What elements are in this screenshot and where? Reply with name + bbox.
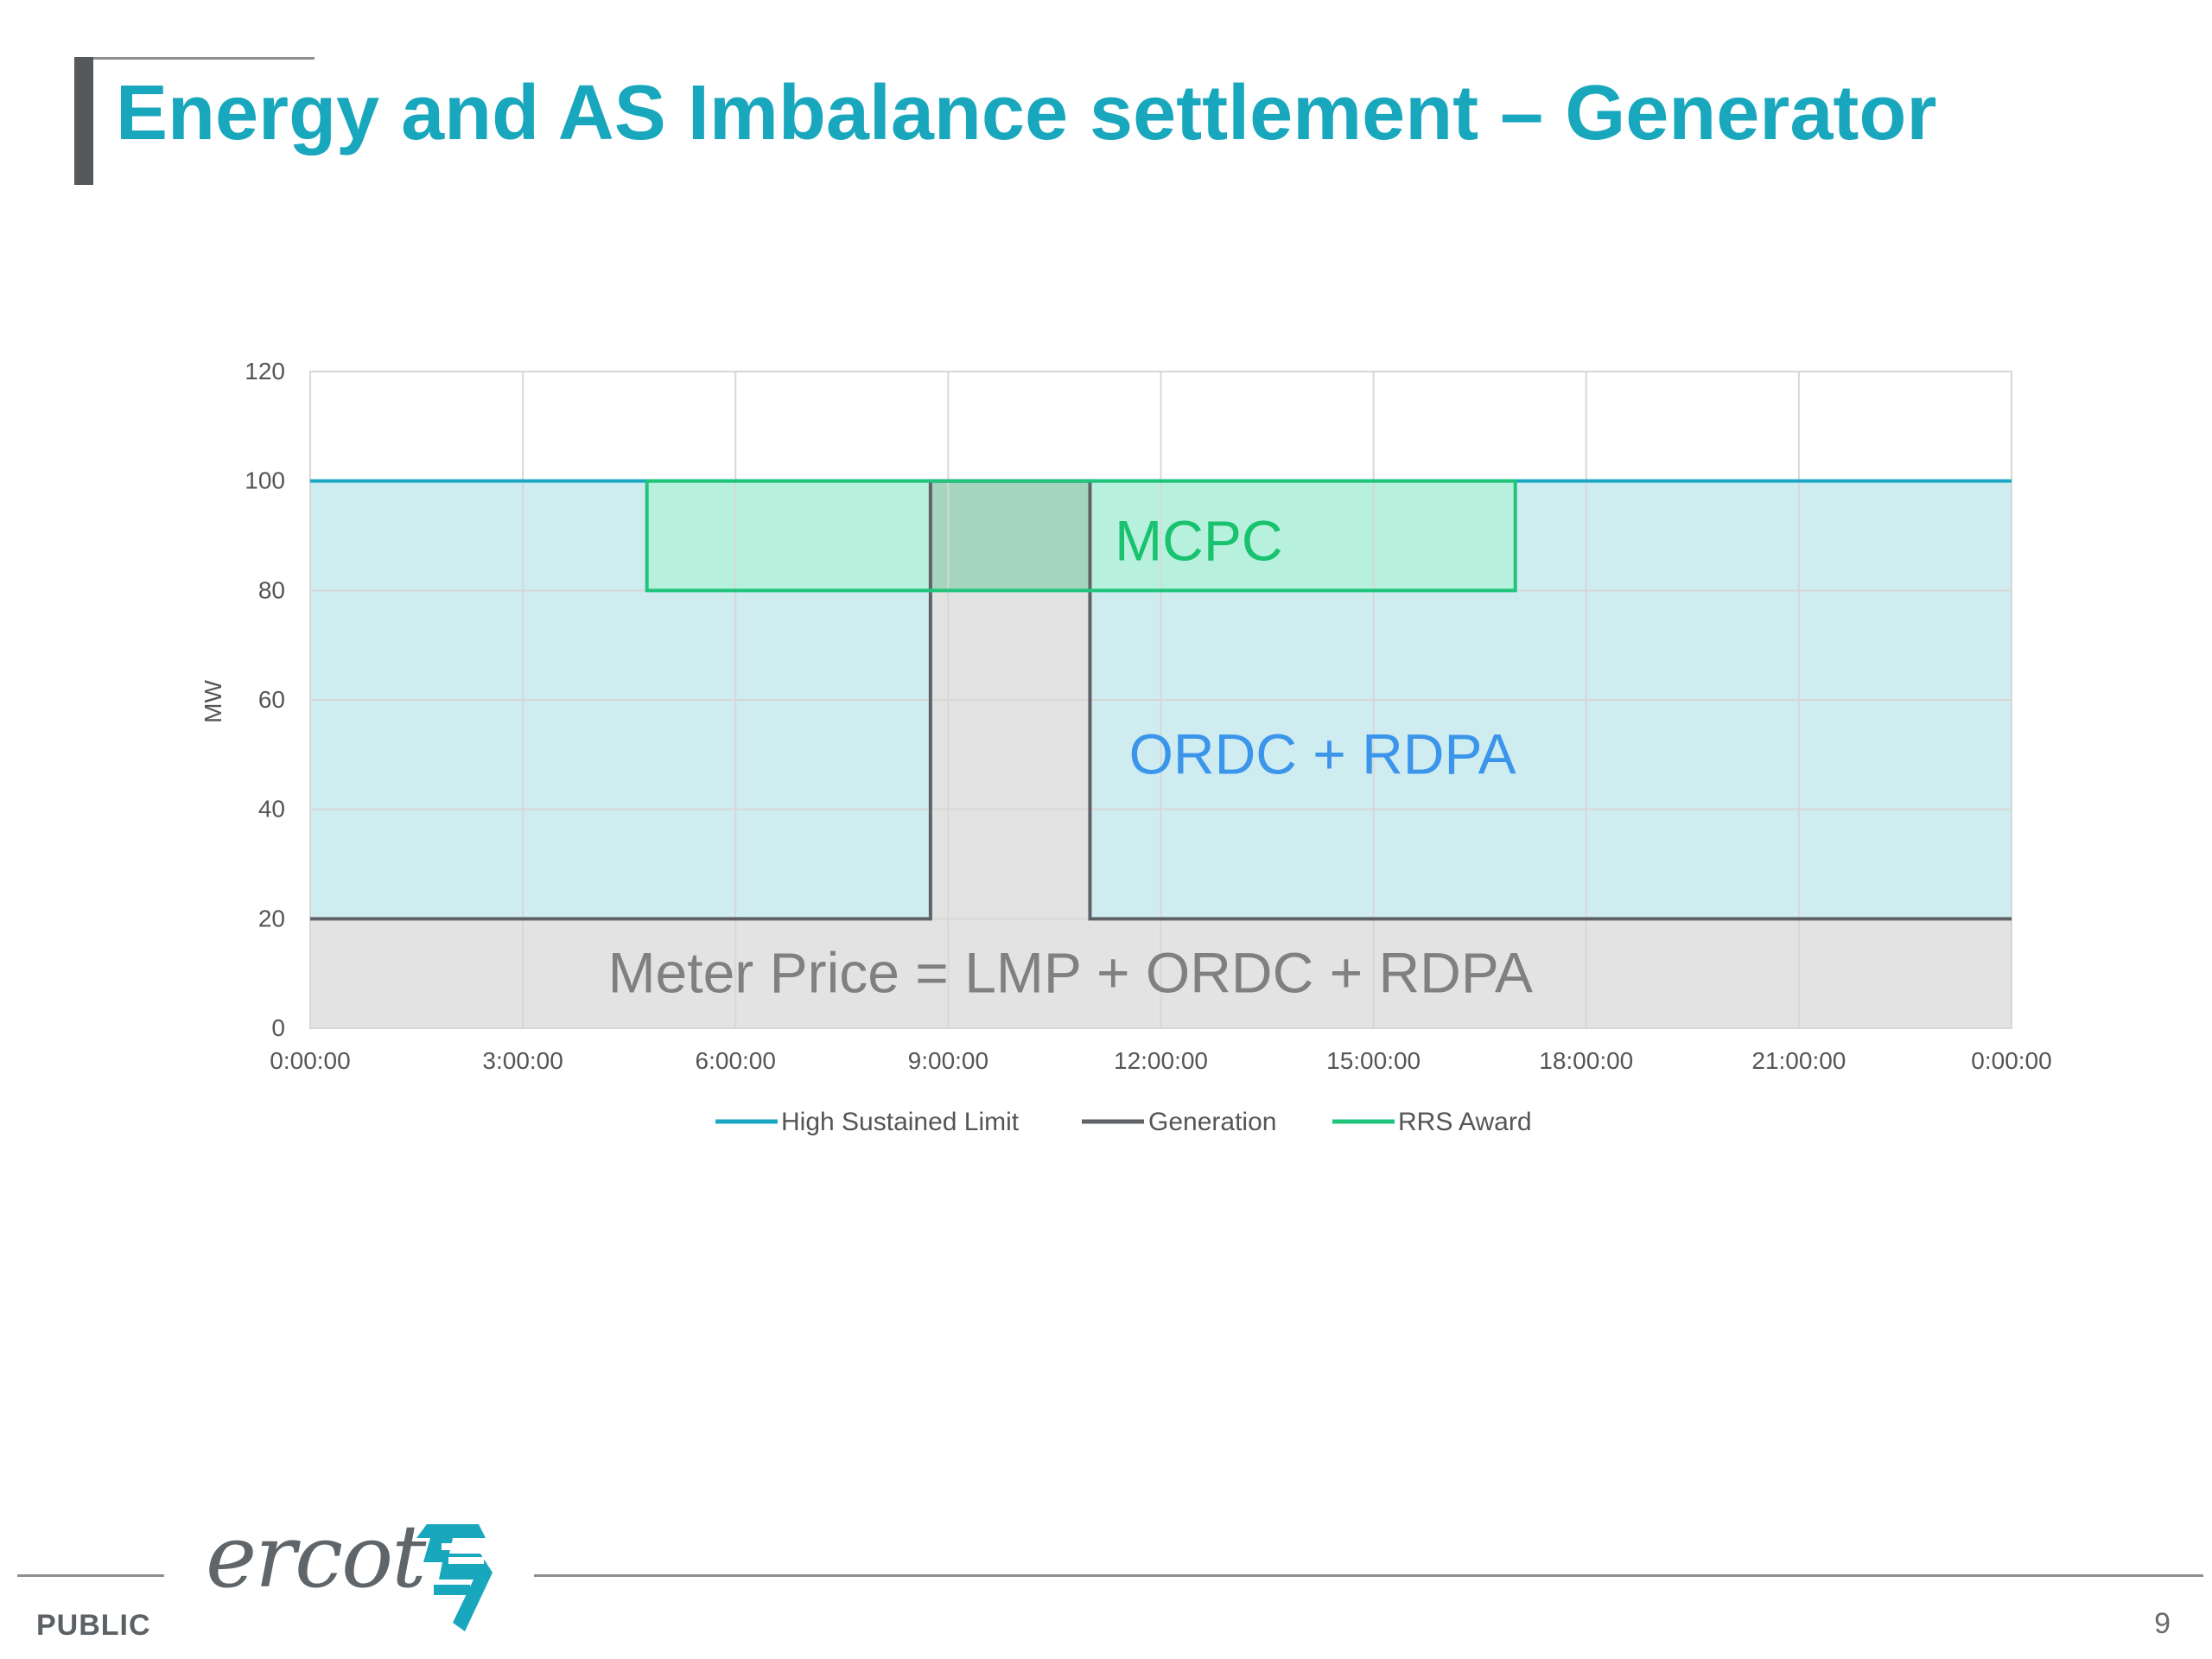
title-accent-top-line <box>74 57 315 60</box>
y-axis-tick-label: 40 <box>258 796 285 823</box>
x-axis-tick-label: 12:00:00 <box>1114 1047 1208 1074</box>
y-axis-tick-label: 60 <box>258 686 285 713</box>
y-axis-tick-label: 100 <box>245 467 285 494</box>
x-axis-tick-label: 9:00:00 <box>908 1047 988 1074</box>
rrs-award-line <box>645 479 1517 593</box>
y-axis-tick-label: 0 <box>271 1014 285 1041</box>
meter-price-label: Meter Price = LMP + ORDC + RDPA <box>608 941 1533 1005</box>
x-axis-tick-label: 18:00:00 <box>1539 1047 1633 1074</box>
x-axis-tick-label: 21:00:00 <box>1751 1047 1846 1074</box>
x-axis-tick-label: 6:00:00 <box>696 1047 776 1074</box>
series-lines <box>310 479 2012 921</box>
public-label: PUBLIC <box>36 1609 151 1642</box>
plot-border <box>309 371 2012 1029</box>
y-axis-tick-label: 80 <box>258 576 285 603</box>
footer-divider-left <box>17 1574 164 1577</box>
x-axis-tick-label: 0:00:00 <box>1971 1047 2051 1074</box>
ercot-logo-text: ercot <box>206 1506 426 1607</box>
legend-label: Generation <box>1148 1108 1276 1136</box>
x-axis-tick-label: 0:00:00 <box>270 1047 350 1074</box>
footer-divider-right <box>534 1574 2203 1577</box>
y-axis-tick-label: 20 <box>258 905 285 931</box>
page-number: 9 <box>2154 1607 2171 1640</box>
legend-label: RRS Award <box>1398 1108 1532 1136</box>
ercot-logo-icon <box>416 1524 493 1631</box>
legend-item: High Sustained Limit <box>715 1108 1020 1136</box>
mcpc-label: MCPC <box>1115 508 1282 572</box>
ercot-logo: ercot <box>206 1514 499 1640</box>
legend-label: High Sustained Limit <box>781 1108 1020 1136</box>
title-accent-bar <box>74 57 93 185</box>
x-axis-tick-label: 3:00:00 <box>482 1047 563 1074</box>
ordc-rdpa-label: ORDC + RDPA <box>1129 721 1516 785</box>
chart-annotations: MCPC ORDC + RDPA Meter Price = LMP + ORDC … <box>608 508 1533 1004</box>
x-axis-tick-label: 15:00:00 <box>1326 1047 1421 1074</box>
rrs-generation-overlap-area <box>930 480 1090 591</box>
legend-item: RRS Award <box>1332 1108 1532 1136</box>
y-axis-tick-label: 120 <box>245 358 285 385</box>
slide-title: Energy and AS Imbalance settlement – Gen… <box>116 70 1937 156</box>
chart-legend: High Sustained Limit Generation RRS Award <box>715 1108 1532 1136</box>
y-axis-title: MW <box>200 680 226 723</box>
legend-item: Generation <box>1082 1108 1276 1136</box>
